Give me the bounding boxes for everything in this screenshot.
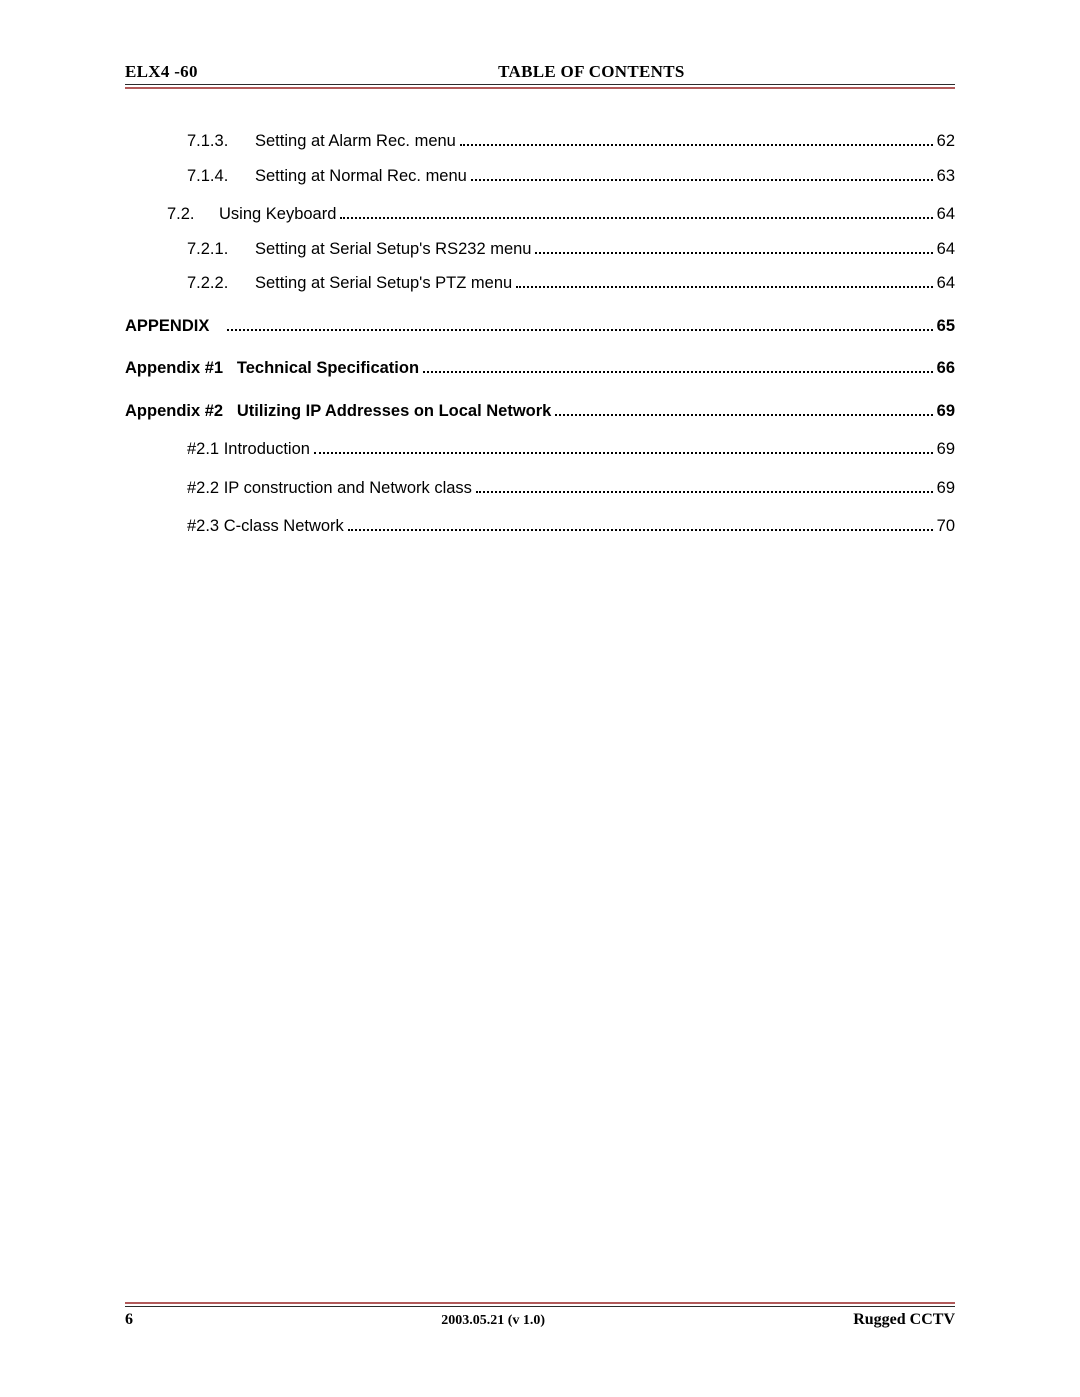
- toc-leader-dots: [340, 217, 932, 219]
- toc-leader-dots: [555, 414, 932, 416]
- toc-entry-label: #2.3 C-class Network: [187, 518, 344, 535]
- footer-version: 2003.05.21 (v 1.0): [133, 1313, 853, 1329]
- toc-entry-page: 64: [937, 275, 955, 292]
- toc-entry: #2.3 C-class Network 70: [125, 518, 955, 535]
- toc-entry: #2.1 Introduction 69: [125, 441, 955, 458]
- toc-entry-number: Appendix #2: [125, 403, 223, 420]
- header-title-left: ELX4 -60: [125, 62, 198, 82]
- toc-leader-dots: [314, 452, 933, 454]
- toc-entry: 7.2.1.Setting at Serial Setup's RS232 me…: [125, 241, 955, 258]
- toc-entry: 7.1.3.Setting at Alarm Rec. menu 62: [125, 133, 955, 150]
- toc-entry-page: 62: [937, 133, 955, 150]
- toc-entry-number: 7.1.4.: [187, 168, 255, 185]
- table-of-contents: 7.1.3.Setting at Alarm Rec. menu 62 7.1.4…: [125, 133, 955, 535]
- toc-entry-page: 69: [937, 441, 955, 458]
- footer-rule-outer: [125, 1306, 955, 1307]
- toc-entry-label: Setting at Serial Setup's PTZ menu: [255, 275, 512, 292]
- toc-entry-label: Setting at Normal Rec. menu: [255, 168, 467, 185]
- toc-entry-page: 70: [937, 518, 955, 535]
- toc-leader-dots: [476, 491, 933, 493]
- toc-leader-dots: [471, 179, 933, 181]
- toc-entry-number: 7.1.3.: [187, 133, 255, 150]
- header-rule-inner: [125, 87, 955, 89]
- toc-entry-number: 7.2.: [167, 206, 219, 223]
- toc-entry: #2.2 IP construction and Network class 69: [125, 480, 955, 497]
- toc-entry-number: APPENDIX: [125, 318, 209, 335]
- running-footer: 6 2003.05.21 (v 1.0) Rugged CCTV: [125, 1302, 955, 1329]
- toc-leader-dots: [348, 529, 933, 531]
- toc-leader-dots: [460, 144, 933, 146]
- toc-entry-page: 66: [937, 360, 955, 377]
- toc-entry-number: 7.2.2.: [187, 275, 255, 292]
- toc-entry: Appendix #1 Technical Specification 66: [125, 360, 955, 377]
- footer-page-number: 6: [125, 1311, 133, 1329]
- running-header: ELX4 -60 TABLE OF CONTENTS: [125, 62, 955, 82]
- toc-leader-dots: [535, 252, 932, 254]
- toc-entry: 7.2.2.Setting at Serial Setup's PTZ menu…: [125, 275, 955, 292]
- toc-entry-label: Setting at Serial Setup's RS232 menu: [255, 241, 531, 258]
- footer-rule-inner: [125, 1302, 955, 1304]
- footer-brand: Rugged CCTV: [853, 1311, 955, 1329]
- header-title-center: TABLE OF CONTENTS: [198, 62, 955, 82]
- toc-leader-dots: [423, 371, 933, 373]
- toc-entry-label: #2.2 IP construction and Network class: [187, 480, 472, 497]
- toc-entry-page: 65: [937, 318, 955, 335]
- toc-entry-page: 64: [937, 206, 955, 223]
- toc-entry-label: Setting at Alarm Rec. menu: [255, 133, 456, 150]
- header-rule-outer: [125, 84, 955, 85]
- toc-entry-label: Utilizing IP Addresses on Local Network: [237, 403, 551, 420]
- toc-entry-number: 7.2.1.: [187, 241, 255, 258]
- toc-entry: 7.2.Using Keyboard 64: [125, 206, 955, 223]
- toc-entry-label: Technical Specification: [237, 360, 419, 377]
- toc-entry-page: 63: [937, 168, 955, 185]
- toc-entry: Appendix #2 Utilizing IP Addresses on Lo…: [125, 403, 955, 420]
- document-page: ELX4 -60 TABLE OF CONTENTS 7.1.3.Setting…: [0, 0, 1080, 1397]
- toc-entry: APPENDIX 65: [125, 318, 955, 335]
- toc-entry-label: Using Keyboard: [219, 206, 336, 223]
- toc-entry-label: #2.1 Introduction: [187, 441, 310, 458]
- toc-leader-dots: [516, 286, 932, 288]
- toc-entry-page: 64: [937, 241, 955, 258]
- toc-entry-page: 69: [937, 480, 955, 497]
- toc-entry-number: Appendix #1: [125, 360, 223, 377]
- toc-entry-page: 69: [937, 403, 955, 420]
- toc-leader-dots: [227, 329, 933, 331]
- toc-entry: 7.1.4.Setting at Normal Rec. menu 63: [125, 168, 955, 185]
